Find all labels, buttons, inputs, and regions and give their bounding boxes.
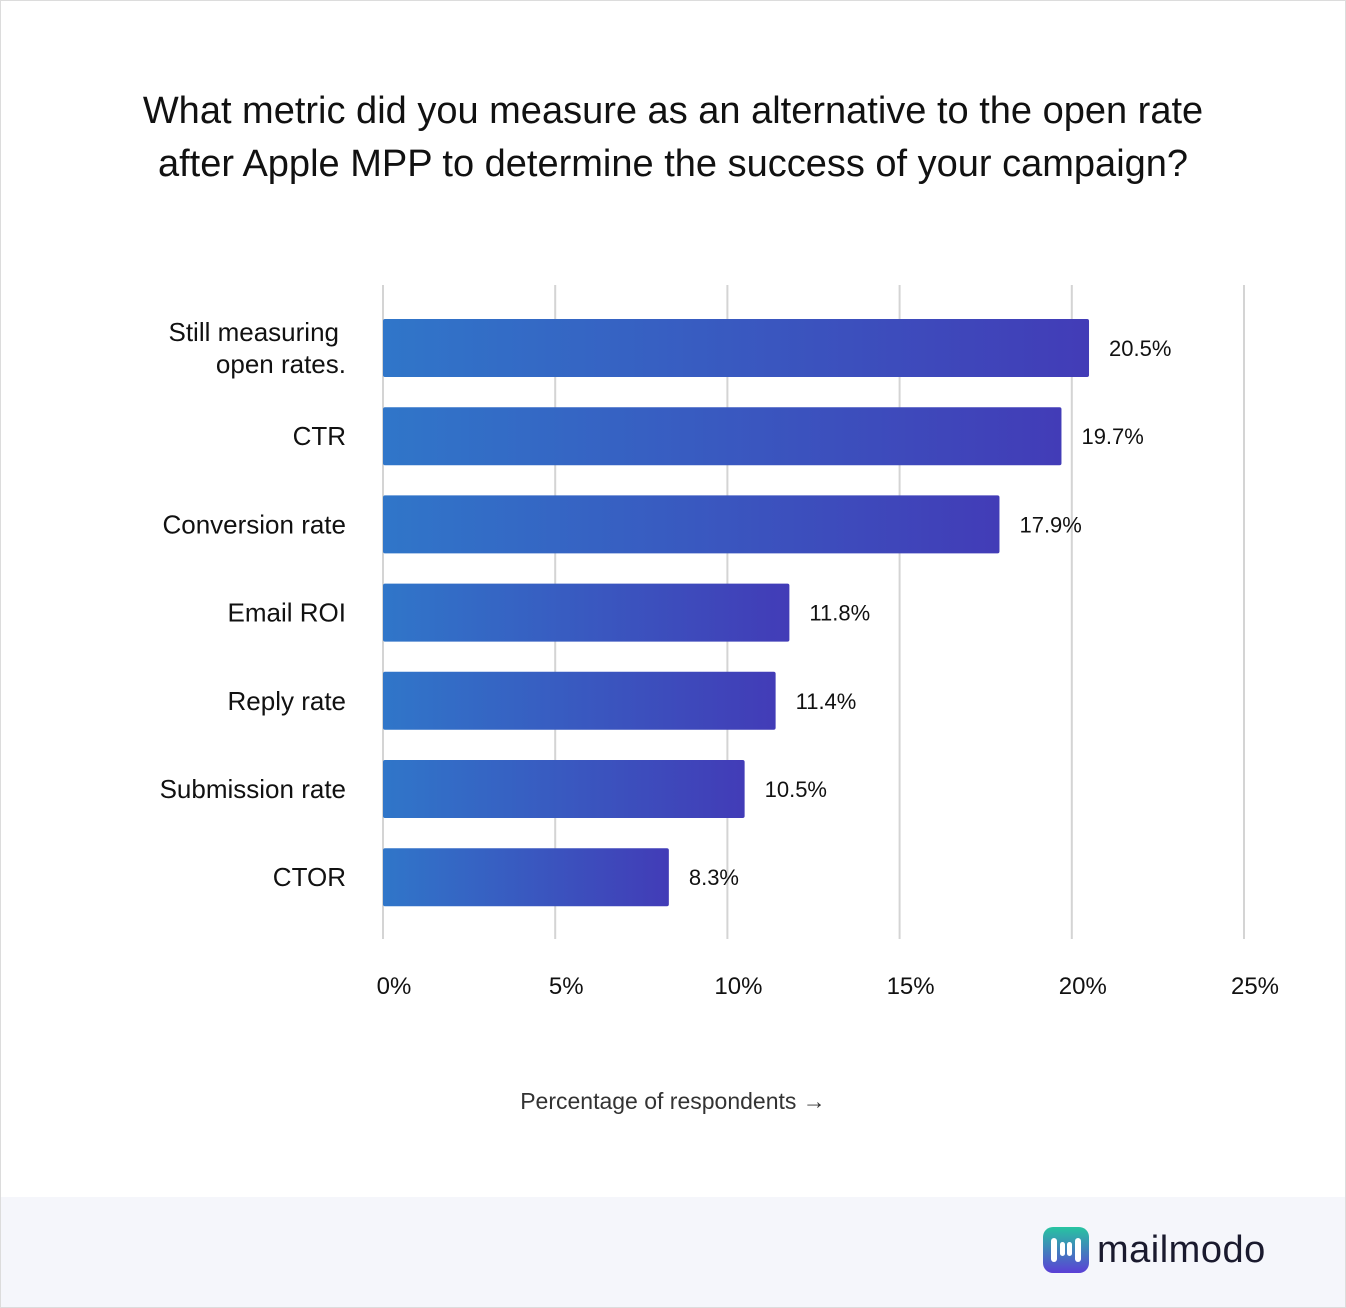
bar-value-label: 8.3% [689,865,739,890]
labels: 0% 5% 10% 15% 20% 25% 20.5% Still measuringopen… [160,317,1279,1114]
bars [383,319,1090,907]
x-tick-label: 0% [377,973,412,1000]
chart-title: What metric did you measure as an altern… [1,85,1345,191]
x-axis-label: Percentage of respondents → [520,1088,826,1114]
bar-value-label: 20.5% [1109,336,1171,361]
category-label: Conversion rate [162,509,346,539]
bar [383,671,776,730]
bar [383,495,1000,554]
bar-value-label: 17.9% [1019,512,1081,537]
bar [383,319,1090,377]
x-tick-label: 25% [1231,973,1279,1000]
bar-value-label: 10.5% [765,777,827,802]
brand-logo: mailmodo [1043,1227,1266,1273]
category-label: CTR [293,421,346,451]
bar [383,407,1062,466]
bar-value-label: 19.7% [1081,424,1143,449]
category-label: Still measuring [168,317,339,347]
bar [383,583,790,642]
footer-band [1,1197,1345,1307]
category-label: Email ROI [228,598,346,628]
bar [383,848,669,907]
bar [383,760,745,818]
brand-name: mailmodo [1097,1228,1266,1271]
category-label: Reply rate [228,686,347,716]
category-label: Submission rate [160,774,346,804]
category-label: open rates. [216,349,346,379]
bar-chart: 0% 5% 10% 15% 20% 25% 20.5% Still measuringopen… [160,285,1279,1114]
mailmodo-logo-icon [1043,1227,1089,1273]
chart-title-line-2: after Apple MPP to determine the success… [157,143,1189,185]
x-tick-label: 15% [887,973,935,1000]
x-tick-label: 5% [549,973,584,1000]
bar-value-label: 11.4% [796,689,857,714]
bar-value-label: 11.8% [809,601,870,626]
chart-title-line-1: What metric did you measure as an altern… [142,90,1204,132]
x-tick-label: 20% [1059,973,1107,1000]
x-tick-label: 10% [714,973,762,1000]
category-label: CTOR [273,862,346,892]
